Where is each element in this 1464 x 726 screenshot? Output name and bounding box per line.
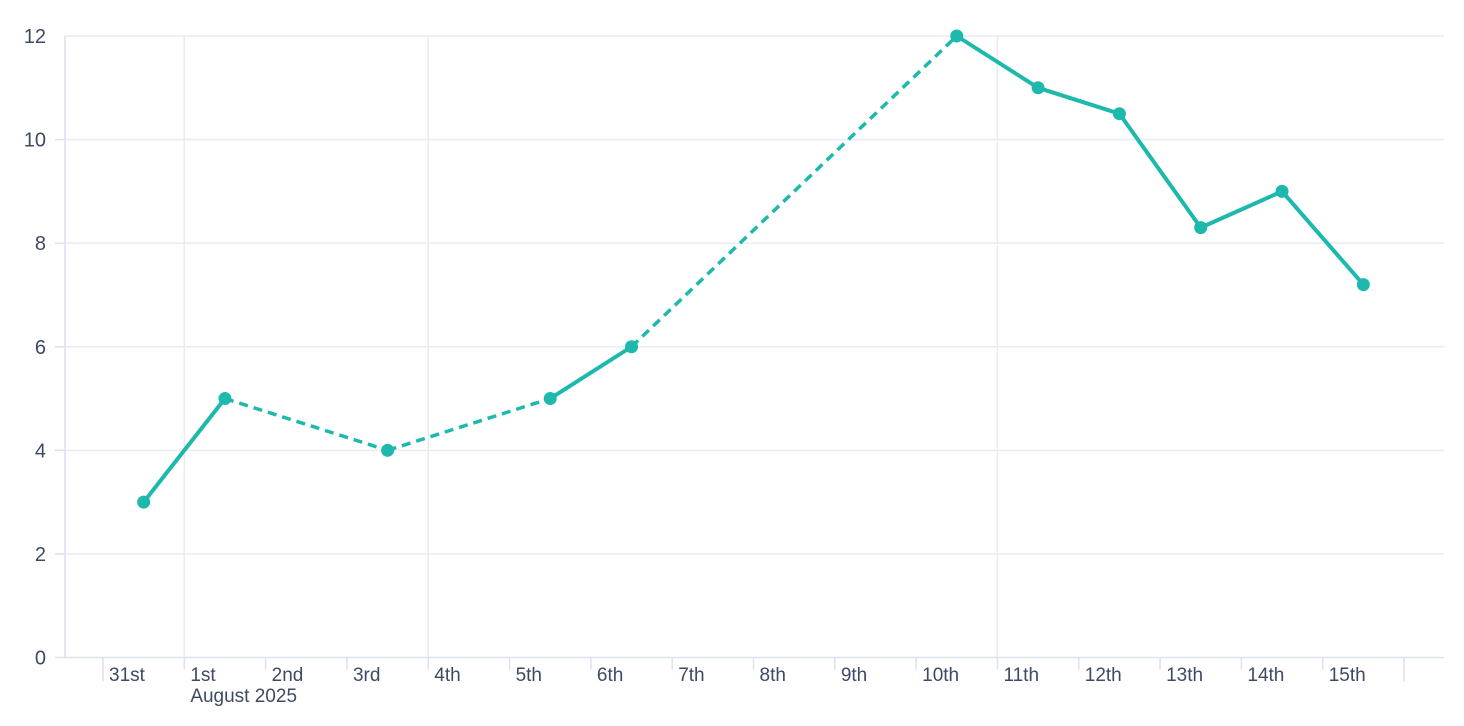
x-axis-label: 13th — [1166, 665, 1203, 686]
data-point-marker[interactable] — [137, 495, 151, 509]
x-axis-label: 12th — [1085, 665, 1122, 686]
data-point-marker[interactable] — [1112, 107, 1126, 121]
y-axis-label: 12 — [24, 26, 46, 48]
x-axis-label: 3rd — [353, 665, 380, 686]
series-line-solid — [954, 34, 1366, 287]
data-point-marker[interactable] — [1275, 184, 1289, 198]
x-axis-label: 4th — [434, 665, 460, 686]
y-axis-label: 4 — [35, 440, 46, 462]
data-point-marker[interactable] — [1356, 278, 1370, 292]
x-axis-label: 2nd — [272, 665, 304, 686]
x-axis-label: 6th — [597, 665, 623, 686]
y-axis-label: 6 — [35, 337, 46, 359]
series-line-dashed — [224, 396, 389, 453]
x-axis-label: 5th — [516, 665, 542, 686]
data-point-marker[interactable] — [543, 392, 557, 406]
y-axis-label: 8 — [35, 233, 46, 255]
data-point-marker[interactable] — [1031, 81, 1045, 95]
data-point-marker[interactable] — [950, 29, 964, 43]
x-axis-label: 11th — [1003, 665, 1039, 686]
data-point-marker[interactable] — [218, 392, 232, 406]
x-axis-label: 1st — [190, 665, 216, 686]
x-axis-label: 8th — [760, 665, 786, 686]
month-label: August 2025 — [190, 686, 297, 707]
series-line-solid — [548, 344, 634, 401]
data-point-marker[interactable] — [625, 340, 639, 354]
data-point-marker[interactable] — [1194, 221, 1208, 235]
x-axis-label: 7th — [678, 665, 704, 686]
x-axis-label: 15th — [1329, 665, 1366, 686]
series-line-solid — [141, 396, 227, 505]
y-axis-label: 2 — [35, 544, 46, 566]
x-axis-label: 31st — [109, 665, 146, 686]
x-axis-label: 10th — [922, 665, 959, 686]
series-line-dashed — [630, 34, 958, 349]
y-axis-label: 10 — [24, 130, 46, 152]
x-axis-label: 14th — [1247, 665, 1284, 686]
series-line-dashed — [387, 396, 551, 453]
data-point-marker[interactable] — [381, 443, 395, 457]
x-axis-label: 9th — [841, 665, 867, 686]
y-axis-label: 0 — [35, 648, 46, 670]
